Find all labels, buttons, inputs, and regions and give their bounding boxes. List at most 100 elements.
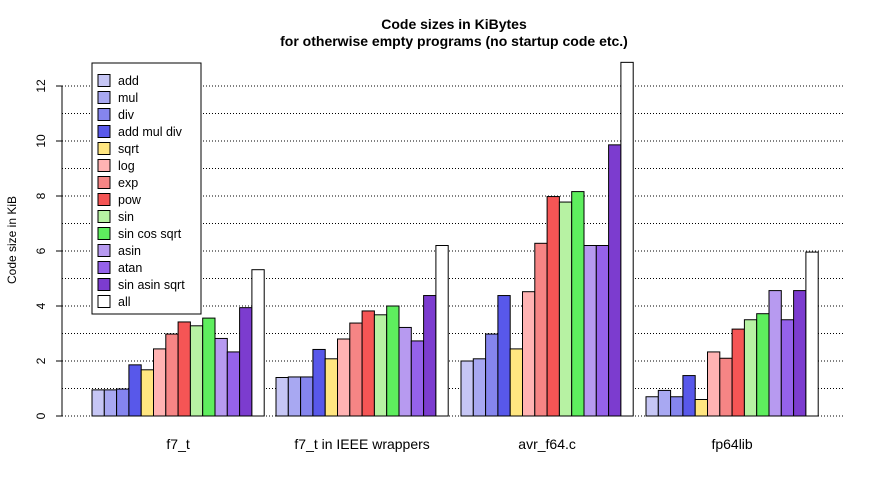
bar bbox=[805, 251, 819, 417]
y-tick-label: 0 bbox=[34, 412, 48, 419]
legend-swatch bbox=[97, 159, 111, 172]
bar bbox=[91, 389, 105, 417]
bar bbox=[410, 340, 425, 417]
legend-label: asin bbox=[118, 244, 141, 258]
legend-label: sqrt bbox=[118, 142, 139, 156]
legend-swatch bbox=[97, 108, 111, 121]
y-tick-label: 10 bbox=[34, 134, 48, 148]
bar bbox=[116, 388, 130, 417]
bar bbox=[140, 369, 154, 417]
bar bbox=[534, 242, 548, 417]
legend-swatch bbox=[97, 261, 111, 274]
chart-subtitle: for otherwise empty programs (no startup… bbox=[280, 33, 628, 49]
y-tick-label: 8 bbox=[34, 192, 48, 199]
legend-label: add bbox=[118, 74, 139, 88]
category-labels: f7_t f7_t in IEEE wrappers avr_f64.c fp64li… bbox=[166, 436, 753, 452]
bar bbox=[546, 196, 560, 417]
legend-swatch bbox=[97, 142, 111, 155]
bar bbox=[497, 295, 511, 417]
bar bbox=[324, 358, 339, 417]
legend-label: mul bbox=[118, 91, 138, 105]
legend-swatch bbox=[97, 193, 111, 206]
legend-swatch bbox=[97, 74, 111, 87]
bar bbox=[153, 348, 167, 417]
bar bbox=[719, 357, 733, 417]
bar bbox=[694, 399, 709, 417]
bar bbox=[670, 396, 684, 417]
bar bbox=[707, 351, 721, 417]
bar bbox=[645, 396, 659, 417]
y-tick-label: 2 bbox=[34, 357, 48, 364]
y-tick-label: 12 bbox=[34, 79, 48, 93]
bar bbox=[743, 319, 758, 417]
legend-label: sin asin sqrt bbox=[118, 278, 185, 292]
bar bbox=[300, 376, 314, 417]
bar bbox=[756, 313, 770, 417]
legend-swatch bbox=[97, 125, 111, 138]
bar bbox=[312, 348, 326, 417]
bar bbox=[435, 245, 449, 417]
bar bbox=[558, 201, 573, 417]
bar bbox=[485, 333, 499, 417]
category-label: f7_t bbox=[166, 436, 189, 452]
legend-swatch bbox=[97, 210, 111, 223]
bar bbox=[214, 337, 228, 417]
bar bbox=[522, 291, 536, 417]
bar bbox=[349, 322, 363, 417]
bar bbox=[373, 314, 388, 417]
legend-label: sin cos sqrt bbox=[118, 227, 182, 241]
legend-label: all bbox=[118, 295, 131, 309]
legend-label: div bbox=[118, 108, 135, 122]
bar bbox=[398, 326, 412, 417]
y-tick-label: 4 bbox=[34, 302, 48, 309]
bar bbox=[103, 389, 118, 417]
bar bbox=[768, 290, 782, 417]
bar bbox=[239, 307, 253, 417]
bar bbox=[571, 191, 585, 417]
bar bbox=[682, 375, 696, 417]
legend-swatch bbox=[97, 244, 111, 257]
category-label: fp64lib bbox=[711, 436, 752, 452]
legend-swatch bbox=[97, 176, 111, 189]
y-axis: 0 2 4 6 8 10 12 bbox=[34, 79, 63, 419]
legend-label: add mul div bbox=[118, 125, 183, 139]
legend: add mul div add mul div sqrt log exp pow sin sin … bbox=[91, 62, 202, 315]
bar bbox=[595, 245, 610, 417]
legend-label: atan bbox=[118, 261, 142, 275]
bar bbox=[202, 317, 216, 417]
category-label: f7_t in IEEE wrappers bbox=[294, 436, 429, 452]
bar bbox=[423, 295, 437, 417]
bar bbox=[226, 351, 241, 417]
bar bbox=[337, 338, 351, 417]
legend-swatch bbox=[97, 227, 111, 240]
chart-title: Code sizes in KiBytes bbox=[381, 16, 527, 32]
legend-label: sin bbox=[118, 210, 134, 224]
legend-swatch bbox=[97, 91, 111, 104]
bar bbox=[780, 319, 795, 417]
bar bbox=[793, 290, 807, 417]
bar bbox=[287, 376, 302, 417]
legend-swatch bbox=[97, 278, 111, 291]
y-axis-label: Code size in KiB bbox=[5, 196, 19, 284]
bar bbox=[608, 144, 622, 417]
bar bbox=[620, 61, 634, 417]
bar bbox=[251, 269, 265, 417]
bar bbox=[657, 389, 672, 417]
legend-swatch bbox=[97, 295, 111, 308]
bar bbox=[731, 328, 745, 417]
category-label: avr_f64.c bbox=[518, 436, 576, 452]
bar bbox=[472, 358, 487, 417]
bar bbox=[361, 310, 375, 417]
bar-series bbox=[91, 61, 819, 417]
bar bbox=[386, 305, 400, 417]
bar bbox=[460, 360, 474, 417]
bar bbox=[509, 348, 524, 417]
bar bbox=[128, 364, 142, 417]
y-tick-label: 6 bbox=[34, 247, 48, 254]
bar bbox=[165, 333, 179, 417]
bar bbox=[177, 321, 191, 417]
bar bbox=[583, 245, 597, 417]
legend-label: log bbox=[118, 159, 135, 173]
legend-label: pow bbox=[118, 193, 142, 207]
